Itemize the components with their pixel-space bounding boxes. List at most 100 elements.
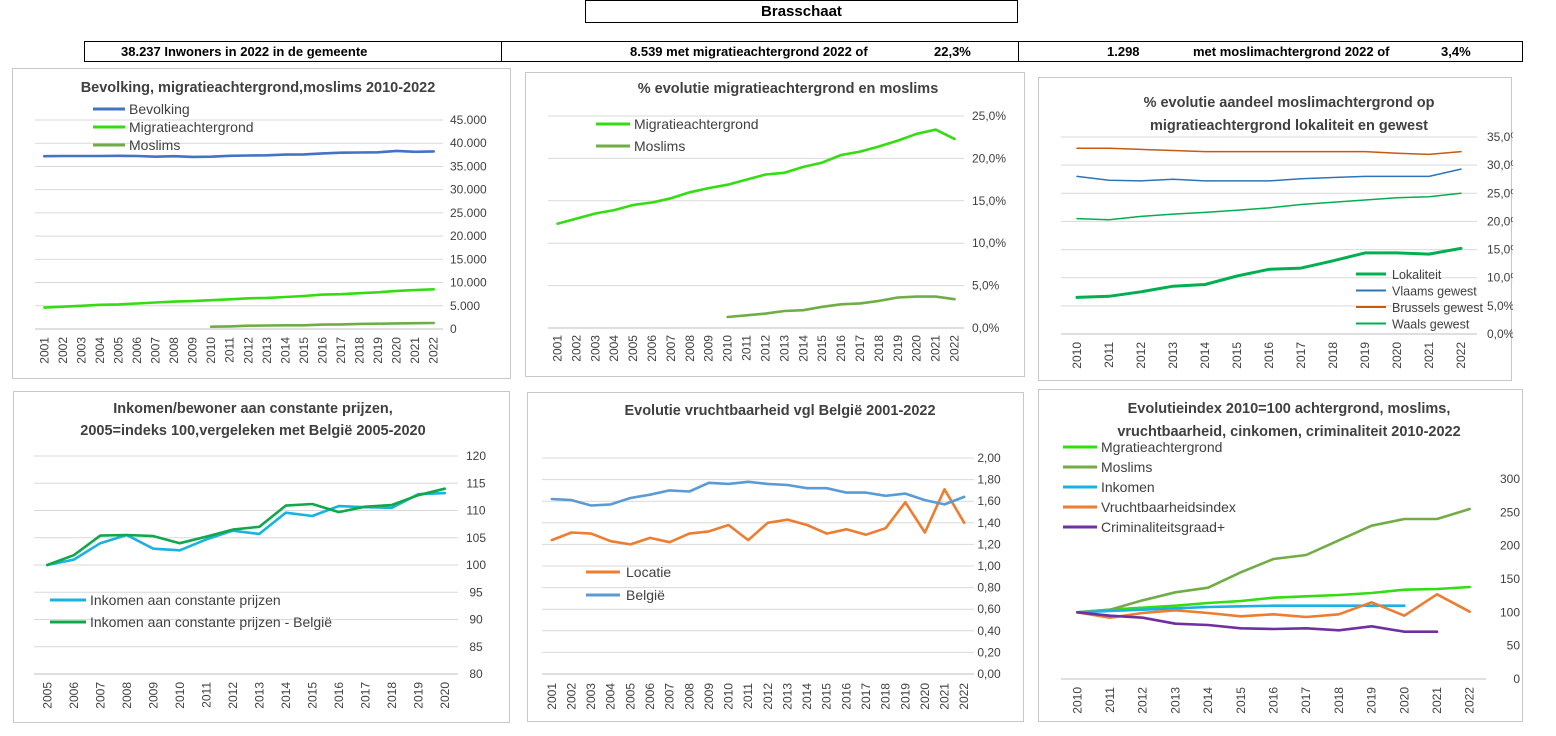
x-tick-label: 2013 (1166, 342, 1180, 369)
x-tick-label: 2002 (56, 337, 70, 364)
y-tick-label: 30,0% (1487, 158, 1513, 172)
x-tick-label: 2016 (839, 683, 853, 710)
legend-label: Inkomen (1101, 479, 1155, 495)
x-tick-label: 2016 (834, 335, 848, 362)
chart-svg-c6: Evolutieindex 2010=100 achtergrond, mosl… (1061, 401, 1520, 714)
x-tick-label: 2004 (93, 337, 107, 364)
x-tick-label: 2018 (879, 683, 893, 710)
series-line-moslims (1075, 507, 1472, 614)
chart-panel-evolutieindex: Evolutieindex 2010=100 achtergrond, mosl… (1038, 389, 1523, 722)
legend-label: Moslims (634, 138, 685, 154)
x-tick-label: 2011 (1102, 342, 1116, 368)
x-tick-label: 2015 (1230, 342, 1244, 369)
y-tick-label: 150 (1500, 572, 1520, 586)
legend-label: Moslims (129, 137, 180, 153)
stats-row: 38.237 Inwoners in 2022 in de gemeente 8… (84, 41, 1523, 62)
chart-title: Inkomen/bewoner aan constante prijzen, (113, 401, 393, 417)
x-tick-label: 2022 (1454, 342, 1468, 369)
y-tick-label: 25.000 (450, 206, 487, 220)
legend-label: Migratieachtergrond (129, 119, 254, 135)
legend-label: Lokaliteit (1392, 268, 1442, 282)
chart-panel-evolutie-migratie: % evolutie migratieachtergrond en moslim… (525, 72, 1025, 377)
x-tick-label: 2005 (111, 337, 125, 364)
x-tick-label: 2017 (859, 683, 873, 710)
chart-title: Bevolking, migratieachtergrond,moslims 2… (81, 80, 436, 96)
x-tick-label: 2015 (815, 335, 829, 362)
y-tick-label: 20,0% (1487, 214, 1513, 228)
chart-title: migratieachtergrond lokaliteit en gewest (1150, 118, 1428, 134)
y-tick-label: 80 (469, 667, 483, 681)
y-tick-label: 15,0% (1487, 243, 1513, 257)
series-line-inkomen-aan-constante-prijzen (45, 491, 447, 567)
legend-label: Bevolking (129, 101, 190, 117)
x-tick-label: 2001 (550, 335, 564, 362)
series-line-lokaliteit (1075, 246, 1463, 299)
legend-label: Vlaams gewest (1392, 285, 1477, 299)
y-tick-label: 0 (450, 322, 457, 336)
y-tick-label: 1,20 (977, 537, 1001, 551)
x-tick-label: 2014 (279, 682, 293, 709)
x-tick-label: 2008 (682, 683, 696, 710)
chart-panel-vruchtbaarheid: Evolutie vruchtbaarheid vgl België 2001-… (527, 392, 1024, 722)
y-tick-label: 25,0% (972, 109, 1006, 123)
legend-label: Vruchtbaarheidsindex (1101, 499, 1236, 515)
x-tick-label: 2021 (1430, 687, 1444, 714)
y-tick-label: 0,80 (977, 581, 1001, 595)
x-tick-label: 2016 (315, 337, 329, 364)
stat-inwoners: 38.237 Inwoners in 2022 in de gemeente (84, 41, 502, 62)
x-tick-label: 2004 (604, 683, 618, 710)
y-tick-label: 45.000 (450, 113, 487, 127)
x-tick-label: 2018 (1326, 342, 1340, 369)
series-line-mgratieachtergrond (1075, 585, 1472, 614)
legend-label: Migratieachtergrond (634, 116, 759, 132)
y-tick-label: 10,0% (1487, 271, 1513, 285)
x-tick-label: 2020 (918, 683, 932, 710)
chart-panel-bevolking: Bevolking, migratieachtergrond,moslims 2… (12, 68, 511, 379)
series-line-vlaams-gewest (1076, 168, 1462, 182)
x-tick-label: 2020 (390, 337, 404, 364)
x-tick-label: 2005 (40, 682, 54, 709)
series-line-migratieachtergrond (42, 288, 436, 309)
x-tick-label: 2022 (957, 683, 971, 710)
y-tick-label: 120 (466, 449, 486, 463)
x-tick-label: 2014 (800, 683, 814, 710)
x-tick-label: 2020 (910, 335, 924, 362)
x-tick-label: 2015 (1234, 687, 1248, 714)
x-tick-label: 2008 (167, 337, 181, 364)
x-tick-label: 2003 (588, 335, 602, 362)
y-tick-label: 85 (469, 640, 483, 654)
series-line-belgi- (550, 480, 966, 507)
y-tick-label: 0,20 (977, 645, 1001, 659)
x-tick-label: 2017 (334, 337, 348, 364)
x-tick-label: 2009 (702, 335, 716, 362)
x-tick-label: 2001 (37, 337, 51, 364)
series-line-bevolking (42, 149, 436, 159)
x-tick-label: 2021 (408, 337, 422, 364)
x-tick-label: 2002 (564, 683, 578, 710)
x-tick-label: 2007 (663, 683, 677, 710)
y-tick-label: 10,0% (972, 236, 1006, 250)
y-tick-label: 0,60 (977, 602, 1001, 616)
x-tick-label: 2021 (938, 683, 952, 710)
series-line-criminaliteitsgraad- (1075, 611, 1439, 633)
x-tick-label: 2007 (664, 335, 678, 362)
x-tick-label: 2005 (626, 335, 640, 362)
x-tick-label: 2006 (130, 337, 144, 364)
stat-moslim-count: 1.298 (1107, 44, 1140, 59)
stat-inwoners-text: 38.237 Inwoners in 2022 in de gemeente (121, 44, 368, 59)
y-tick-label: 10.000 (450, 276, 487, 290)
y-tick-label: 115 (466, 476, 485, 490)
chart-title: 2005=indeks 100,vergeleken met België 20… (80, 423, 425, 439)
stat-migratie-count: 8.539 met migratieachtergrond 2022 of (630, 44, 868, 59)
stat-moslim: 1.298 met moslimachtergrond 2022 of 3,4% (1018, 41, 1523, 62)
x-tick-label: 2009 (146, 682, 160, 709)
legend-label: Waals gewest (1392, 318, 1470, 332)
x-tick-label: 2022 (1463, 687, 1477, 714)
y-tick-label: 95 (469, 585, 483, 599)
y-tick-label: 25,0% (1487, 186, 1513, 200)
x-tick-label: 2010 (721, 335, 735, 362)
legend-label: Locatie (626, 564, 671, 580)
y-tick-label: 1,80 (977, 473, 1001, 487)
x-tick-label: 2014 (1201, 687, 1215, 714)
x-tick-label: 2001 (545, 683, 559, 710)
